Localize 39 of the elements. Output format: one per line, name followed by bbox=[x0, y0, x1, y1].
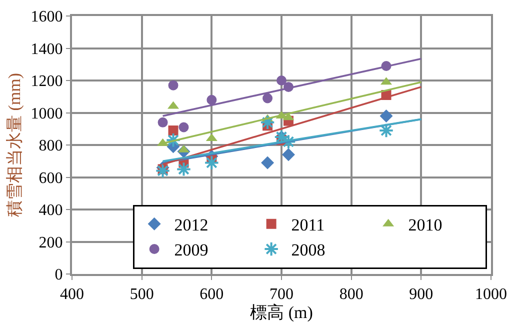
x-tick-label: 500 bbox=[130, 286, 154, 304]
x-tick-label: 400 bbox=[60, 286, 84, 304]
y-tick-label: 800 bbox=[38, 138, 63, 155]
point bbox=[282, 148, 295, 162]
point bbox=[178, 122, 189, 132]
x-tick-label: 700 bbox=[270, 286, 294, 304]
y-axis-title: 積雪相当水量 (mm) bbox=[4, 72, 24, 218]
y-tick-label: 1600 bbox=[30, 8, 63, 26]
x-axis-title: 標高 (m) bbox=[250, 303, 313, 322]
point bbox=[168, 80, 178, 90]
y-tick-label: 400 bbox=[38, 202, 63, 220]
point bbox=[260, 114, 276, 130]
y-tick-label: 600 bbox=[38, 170, 63, 187]
point bbox=[378, 122, 394, 138]
x-tick-label: 600 bbox=[200, 286, 224, 304]
legend-label: 2012 bbox=[174, 216, 208, 235]
point bbox=[380, 109, 393, 122]
legend-label: 2008 bbox=[291, 240, 326, 260]
point bbox=[158, 117, 168, 128]
y-tick-label: 200 bbox=[38, 234, 63, 252]
legend-label: 2011 bbox=[291, 216, 325, 235]
point bbox=[155, 163, 170, 178]
x-tick-label: 900 bbox=[409, 286, 434, 304]
y-tick-label: 0 bbox=[54, 266, 63, 284]
point bbox=[204, 155, 220, 170]
y-tick-label: 1000 bbox=[30, 105, 63, 122]
point bbox=[206, 94, 217, 105]
x-tick-label: 800 bbox=[339, 286, 364, 304]
point bbox=[276, 76, 286, 86]
point bbox=[166, 132, 181, 148]
point bbox=[261, 156, 274, 170]
point bbox=[168, 125, 178, 136]
legend-label: 2009 bbox=[174, 240, 208, 260]
point bbox=[176, 162, 192, 177]
x-tick-label: 1000 bbox=[475, 286, 507, 304]
y-tick-label: 1400 bbox=[30, 40, 63, 58]
point bbox=[262, 93, 273, 104]
legend-label: 2010 bbox=[408, 216, 442, 235]
y-tick-label: 1200 bbox=[30, 73, 63, 90]
